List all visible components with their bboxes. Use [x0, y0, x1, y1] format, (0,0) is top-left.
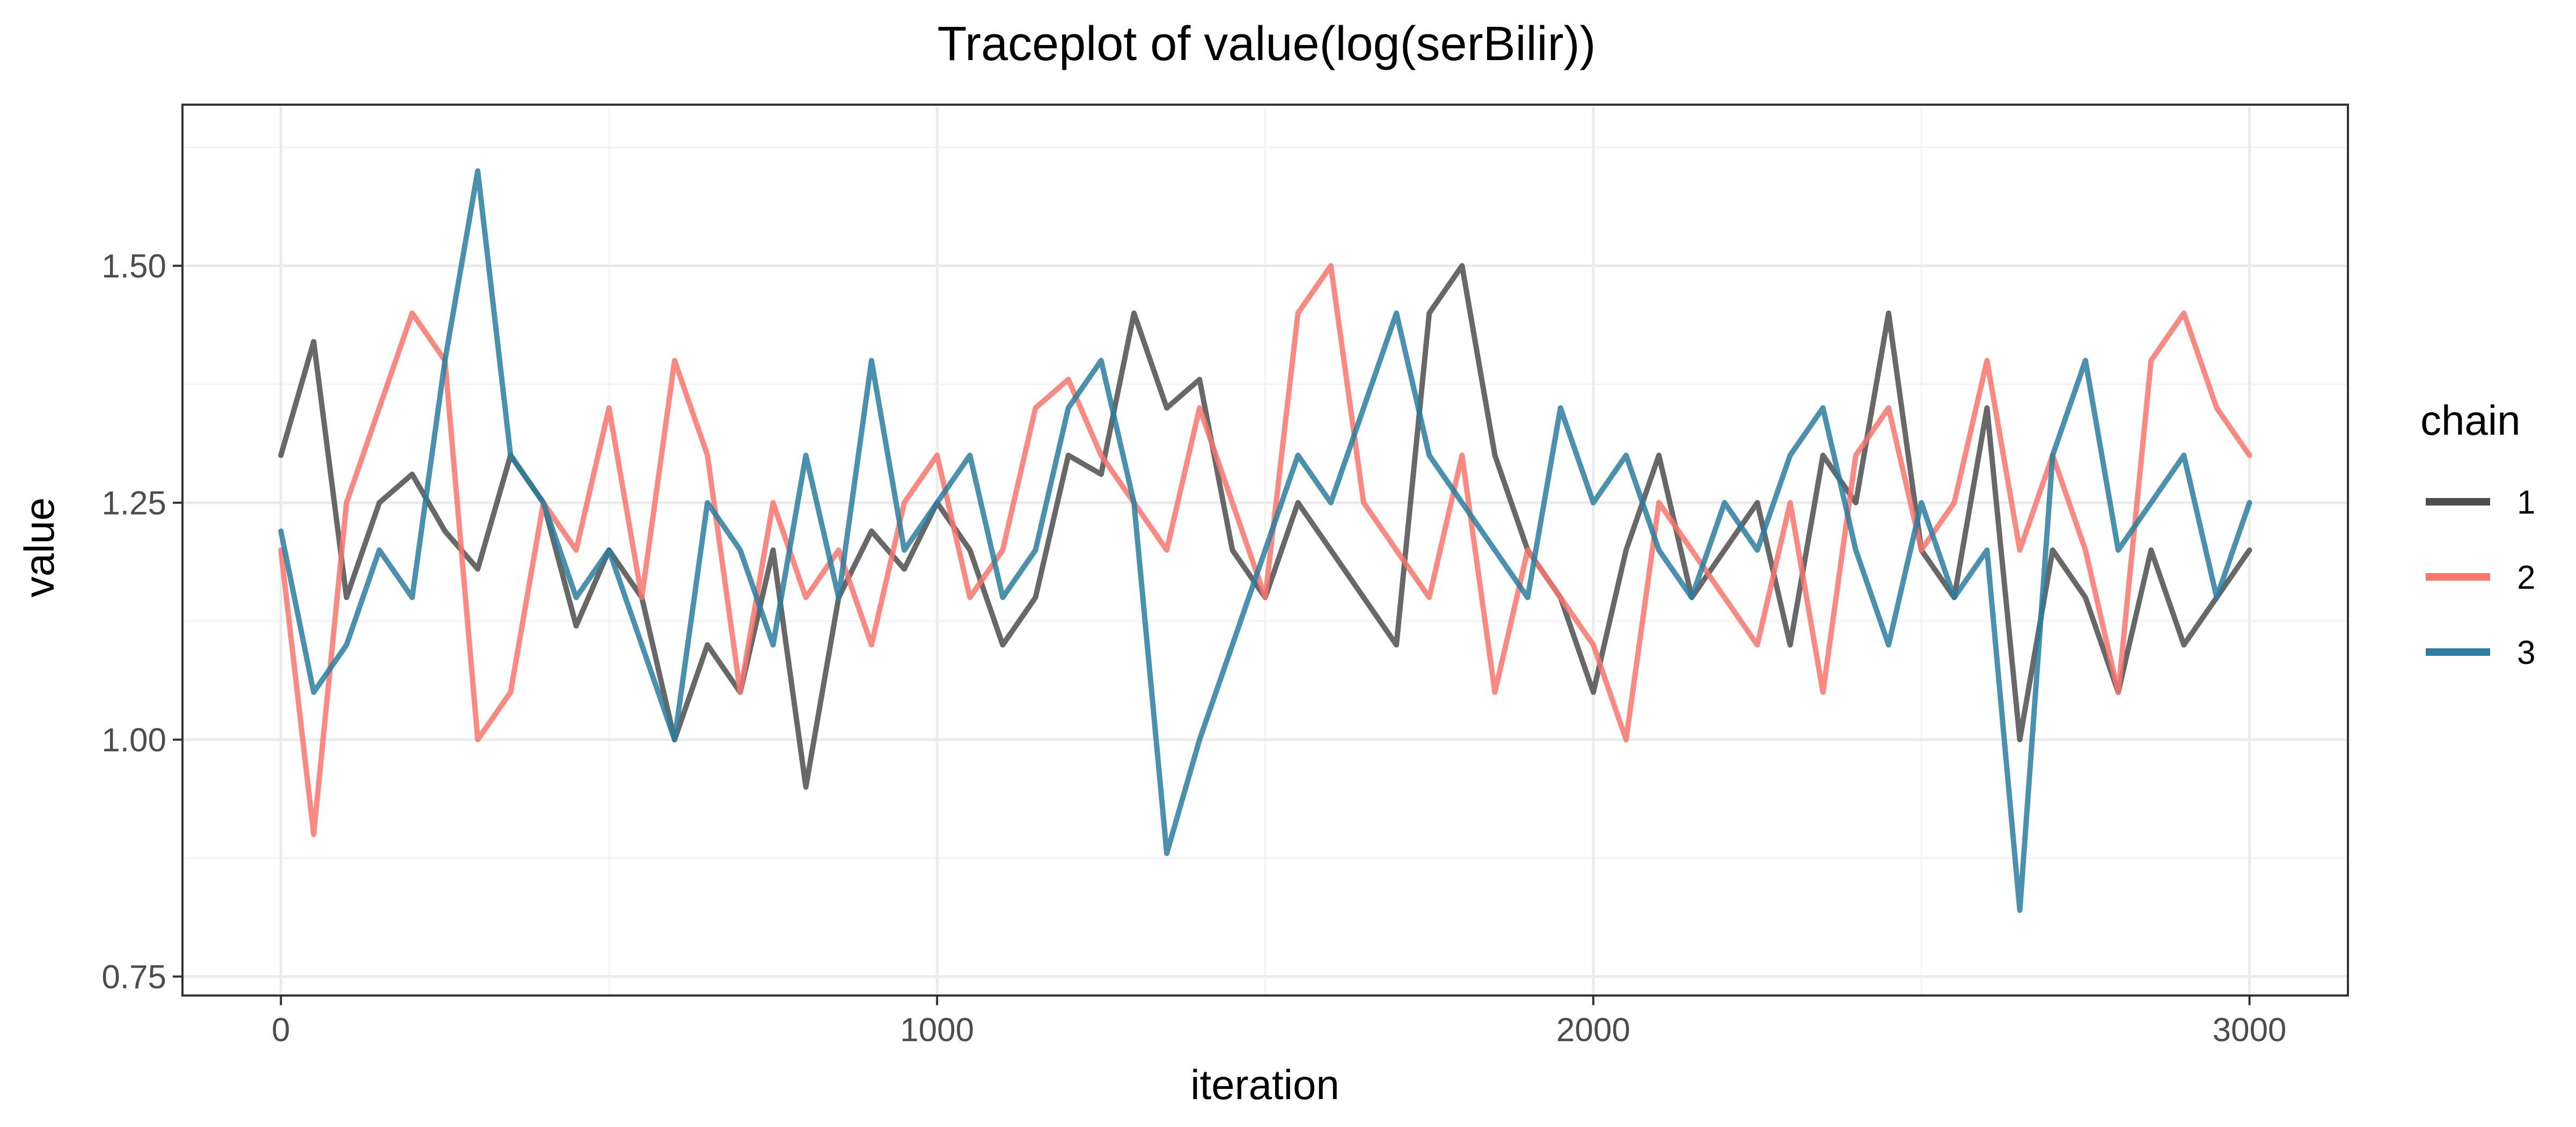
y-tick-label: 0.75 [101, 959, 166, 996]
chart-title: Traceplot of value(log(serBilir)) [937, 17, 1596, 71]
grid [182, 105, 2348, 996]
legend: chain 1 2 3 [2420, 397, 2535, 671]
legend-label-chain-3: 3 [2517, 634, 2535, 671]
series-line-chain-3 [278, 168, 2252, 913]
series-line-chain-2 [278, 263, 2252, 837]
y-axis-title: value [16, 497, 63, 597]
legend-label-chain-1: 1 [2517, 484, 2535, 521]
plot-panel-border [181, 104, 2349, 997]
legend-label-chain-2: 2 [2517, 559, 2535, 596]
x-tick-label: 0 [272, 1012, 290, 1049]
legend-title: chain [2420, 397, 2520, 444]
y-axis: 0.75 1.00 1.25 1.50 [101, 248, 182, 996]
x-axis-title: iteration [1190, 1061, 1340, 1108]
y-tick-label: 1.00 [101, 722, 166, 759]
y-tick-label: 1.50 [101, 248, 166, 285]
x-axis: 0 1000 2000 3000 [272, 996, 2287, 1049]
x-tick-label: 2000 [1556, 1012, 1630, 1049]
series-lines [278, 168, 2252, 913]
y-tick-label: 1.25 [101, 485, 166, 522]
x-tick-label: 3000 [2213, 1012, 2287, 1049]
x-tick-label: 1000 [900, 1012, 974, 1049]
